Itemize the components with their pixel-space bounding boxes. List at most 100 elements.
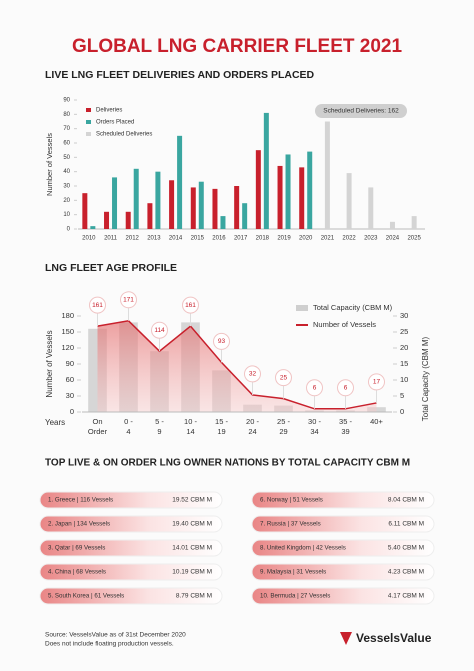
x-axis-title: Years [45,418,65,427]
x-tick-label: 20 -24 [246,417,259,436]
ranking-bar [251,587,435,605]
y-tick-label: 90 [66,359,74,368]
x-tick-label: 2016 [212,236,226,242]
label-bubble [244,365,261,383]
bar [190,187,196,229]
x-tick-label: 2014 [169,236,183,242]
x-tick-label: 25 -29 [277,417,290,436]
x-tick-label: 2025 [407,236,421,242]
y2-tick-label: 10 [400,375,408,384]
bar [104,211,110,229]
ranking-label: 8. United Kingdom | 42 Vessels [260,545,346,552]
y-tick-label: 30 [63,184,70,190]
ranking-bar [251,515,435,533]
x-tick-label: 10 -14 [184,417,197,436]
x-tick-label: 5 -9 [155,417,164,436]
label-bubble [213,332,230,350]
bar [307,151,313,229]
data-label: 171 [123,297,134,304]
ranking-value: 10.19 CBM M [172,569,212,576]
y-tick-label: 10 [63,212,70,218]
label-bubble [275,369,292,387]
y-tick-label: 30 [66,391,74,400]
legend-label: Deliveries [96,108,122,114]
x-tick-label: 2023 [364,236,378,242]
bar [198,181,204,229]
label-bubble [89,296,106,314]
data-label: 32 [249,371,257,378]
data-label: 25 [280,374,288,381]
ranking-bar [251,539,435,557]
data-label: 17 [373,379,381,386]
page-title: GLOBAL LNG CARRIER FLEET 2021 [72,36,403,57]
x-tick-label: 2020 [299,236,313,242]
ranking-bar [251,563,435,581]
x-tick-label: 15 -19 [215,417,228,436]
x-tick-label: 2011 [104,236,118,242]
ranking-bar [39,491,223,509]
bar [125,211,131,229]
ranking-value: 4.17 CBM M [388,593,424,600]
x-tick-label: 30 -34 [308,417,321,436]
y-tick-label: 0 [67,227,71,233]
data-label: 161 [92,302,103,309]
label-bubble [368,373,385,391]
y2-tick-label: 30 [400,311,408,320]
y2-tick-label: 25 [400,327,408,336]
ranking-bar [39,539,223,557]
y2-tick-label: 20 [400,343,408,352]
x-tick-label: On Order [88,417,108,436]
data-label: 93 [218,338,226,345]
y-tick-label: 70 [63,126,70,132]
logo: VesselsValue [356,631,432,645]
bar [177,135,183,229]
section-title: TOP LIVE & ON ORDER LNG OWNER NATIONS BY… [45,458,410,469]
data-label: 161 [185,302,196,309]
y-axis-title: Number of Vessels [45,330,54,397]
x-tick-label: 2010 [82,236,96,242]
y-tick-label: 80 [63,112,70,118]
y-tick-label: 150 [61,327,74,336]
x-tick-label: 40+ [370,417,383,426]
y-tick-label: 60 [66,375,74,384]
bar [255,150,261,229]
ranking-value: 14.01 CBM M [172,545,212,552]
legend-swatch [296,305,308,311]
bar [212,188,218,229]
source: Source: VesselsValue as of 31st December… [45,632,186,639]
ranking-value: 6.11 CBM M [388,521,424,528]
label-bubble [306,379,323,397]
x-tick-label: 2017 [234,236,248,242]
y2-tick-label: 15 [400,359,408,368]
y-tick-label: 180 [61,311,74,320]
bar [234,186,240,229]
bar [389,221,395,229]
y-tick-label: 60 [63,141,70,147]
bar [285,154,291,229]
y-tick-label: 40 [63,169,70,175]
bar [220,216,226,229]
bar [242,203,248,229]
y-tick-label: 50 [63,155,70,161]
note: Does not include floating production ves… [45,641,174,648]
area [97,320,377,412]
bar [112,177,118,229]
data-label: 114 [154,327,165,334]
y-axis-title: Number of Vessels [45,133,54,196]
bar [368,187,374,229]
y2-tick-label: 5 [400,391,404,400]
ranking-label: 7. Russia | 37 Vessels [260,521,321,528]
ranking-value: 8.04 CBM M [388,497,424,504]
x-tick-label: 2019 [277,236,291,242]
x-tick-label: 2021 [321,236,335,242]
ranking-value: 19.52 CBM M [172,497,212,504]
section-title: LNG FLEET AGE PROFILE [45,262,177,274]
label-bubble [120,291,137,309]
bar [299,167,305,229]
y-tick-label: 90 [63,98,70,104]
label-bubble [182,296,199,314]
y-tick-label: 120 [61,343,74,352]
x-tick-label: 2015 [191,236,205,242]
legend-label: Total Capacity (CBM M) [313,303,393,312]
